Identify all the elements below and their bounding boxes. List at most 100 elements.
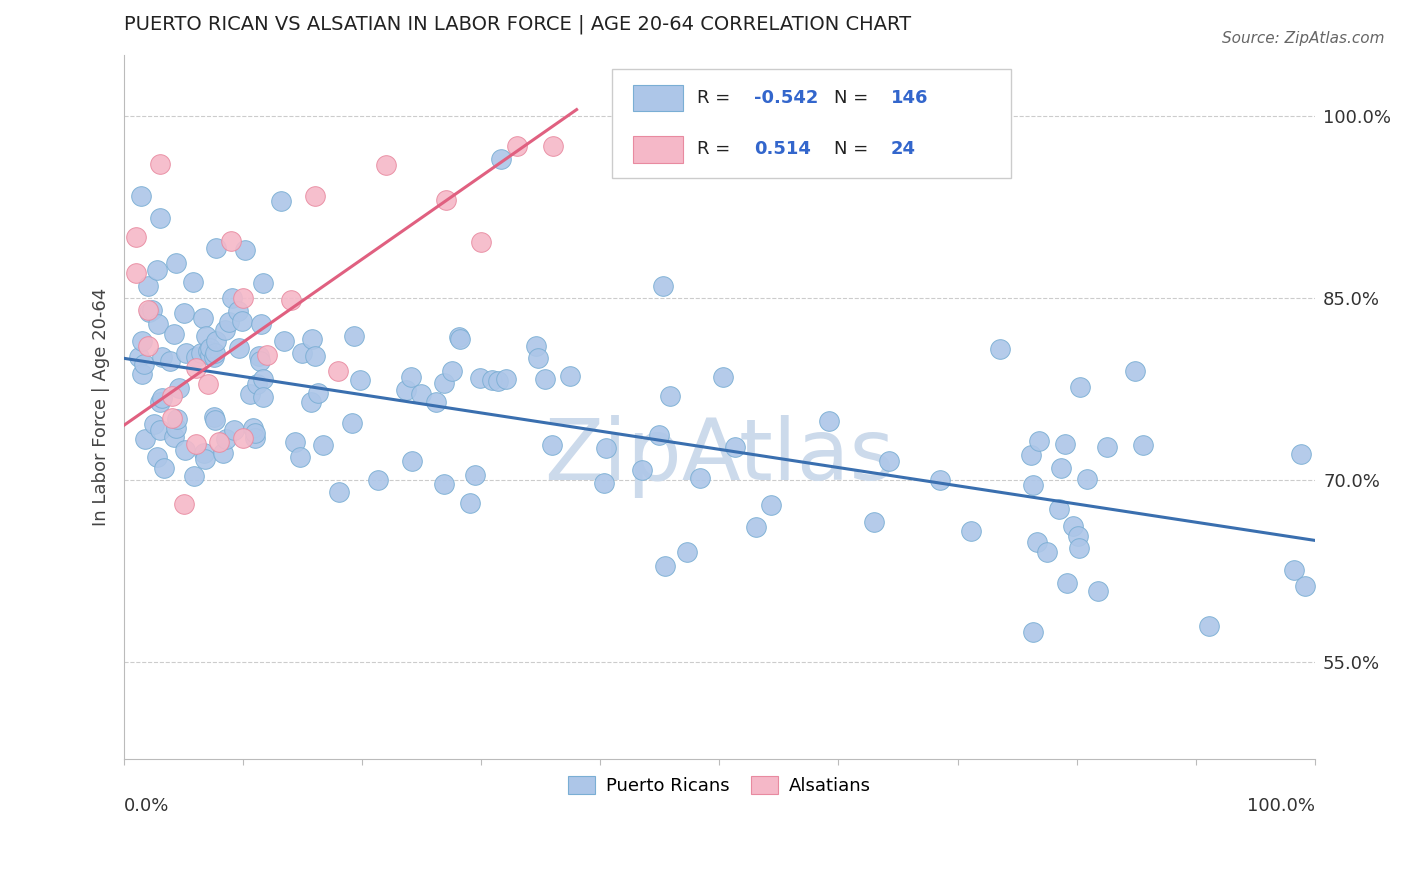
Point: [222, 423, 245, 437]
Point: [204, 350, 226, 364]
Point: [218, 315, 240, 329]
Point: [150, 391, 173, 405]
Point: [527, 351, 550, 365]
Point: [879, 454, 901, 468]
Point: [173, 306, 195, 320]
Point: [215, 432, 238, 446]
Point: [163, 430, 186, 444]
Point: [249, 317, 271, 331]
Point: [299, 395, 322, 409]
Point: [367, 473, 389, 487]
Text: 100.0%: 100.0%: [1247, 797, 1315, 815]
Point: [724, 441, 747, 455]
Point: [328, 364, 350, 378]
Text: 0.514: 0.514: [754, 140, 811, 158]
Point: [149, 423, 172, 437]
Point: [1132, 438, 1154, 452]
Text: 146: 146: [891, 89, 928, 107]
Point: [231, 314, 253, 328]
Point: [631, 463, 654, 477]
Point: [138, 305, 160, 319]
Point: [481, 373, 503, 387]
Point: [1028, 434, 1050, 449]
Point: [181, 275, 204, 289]
Point: [534, 372, 557, 386]
Point: [150, 351, 173, 365]
Legend: Puerto Ricans, Alsatians: Puerto Ricans, Alsatians: [561, 769, 879, 803]
Point: [145, 450, 167, 464]
Point: [252, 371, 274, 385]
Point: [125, 230, 148, 244]
Point: [1022, 625, 1045, 640]
Point: [284, 434, 307, 449]
Point: [242, 421, 264, 435]
Point: [540, 438, 562, 452]
Point: [132, 357, 155, 371]
Point: [129, 189, 152, 203]
Point: [1067, 529, 1090, 543]
Point: [194, 451, 217, 466]
Point: [128, 350, 150, 364]
Point: [256, 348, 278, 362]
Point: [197, 344, 219, 359]
Point: [675, 545, 697, 559]
Point: [558, 368, 581, 383]
Point: [343, 329, 366, 343]
Point: [204, 413, 226, 427]
Text: R =: R =: [697, 89, 735, 107]
Point: [125, 267, 148, 281]
Text: -0.542: -0.542: [754, 89, 818, 107]
Point: [401, 369, 423, 384]
Point: [1056, 575, 1078, 590]
Point: [449, 332, 471, 346]
Point: [232, 430, 254, 444]
Point: [1019, 448, 1042, 462]
Point: [136, 278, 159, 293]
Point: [148, 318, 170, 332]
Point: [163, 327, 186, 342]
Point: [1291, 447, 1313, 461]
Point: [221, 235, 243, 249]
Point: [593, 476, 616, 491]
Point: [149, 157, 172, 171]
Point: [160, 410, 183, 425]
Point: [433, 476, 456, 491]
Point: [195, 329, 218, 343]
Point: [184, 436, 207, 450]
Point: [233, 244, 256, 258]
Point: [689, 471, 711, 485]
Point: [928, 473, 950, 487]
Text: R =: R =: [697, 140, 741, 158]
Point: [759, 498, 782, 512]
Point: [243, 431, 266, 445]
Point: [524, 338, 547, 352]
Point: [273, 334, 295, 348]
Point: [959, 524, 981, 539]
Point: [818, 414, 841, 428]
Point: [167, 381, 190, 395]
Point: [411, 386, 433, 401]
Point: [988, 343, 1011, 357]
Point: [174, 442, 197, 457]
Point: [744, 520, 766, 534]
Point: [1022, 478, 1045, 492]
Text: PUERTO RICAN VS ALSATIAN IN LABOR FORCE | AGE 20-64 CORRELATION CHART: PUERTO RICAN VS ALSATIAN IN LABOR FORCE …: [124, 15, 911, 35]
Point: [342, 416, 364, 430]
Point: [280, 293, 302, 307]
Point: [200, 342, 222, 356]
Point: [249, 353, 271, 368]
Point: [160, 389, 183, 403]
Point: [711, 370, 734, 384]
Point: [1036, 545, 1059, 559]
Point: [184, 350, 207, 364]
Point: [204, 345, 226, 359]
FancyBboxPatch shape: [612, 69, 1011, 178]
Point: [648, 427, 671, 442]
Point: [197, 376, 219, 391]
Point: [304, 349, 326, 363]
Point: [136, 302, 159, 317]
Point: [165, 256, 187, 270]
Point: [153, 461, 176, 475]
Point: [149, 394, 172, 409]
Point: [651, 279, 673, 293]
